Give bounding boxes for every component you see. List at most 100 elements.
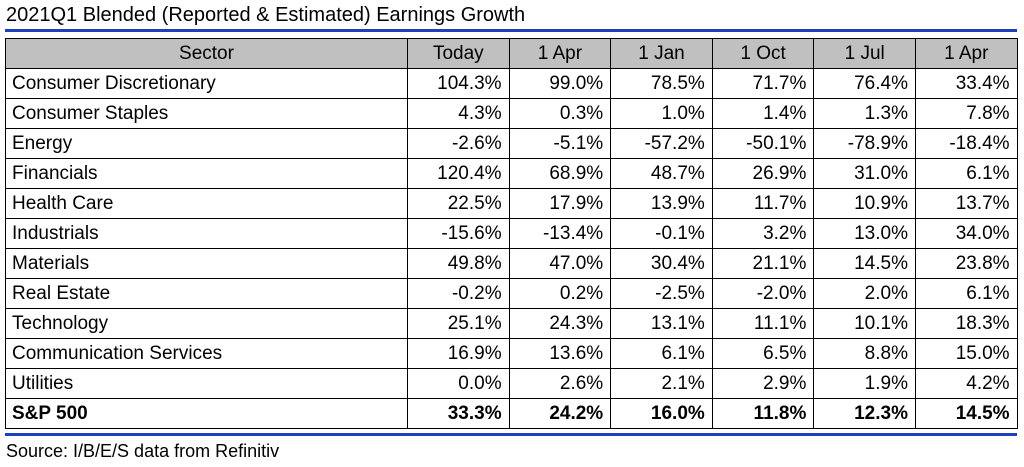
value-cell: -2.6% bbox=[407, 128, 510, 159]
value-cell: 34.0% bbox=[914, 218, 1018, 249]
value-cell: 13.7% bbox=[914, 188, 1018, 219]
column-header-1-jan: 1 Jan bbox=[610, 38, 713, 69]
table-title: 2021Q1 Blended (Reported & Estimated) Ea… bbox=[6, 4, 526, 26]
value-cell: 13.0% bbox=[813, 218, 916, 249]
sector-cell: Technology bbox=[5, 308, 408, 339]
value-cell: -0.2% bbox=[407, 278, 510, 309]
value-cell: 14.5% bbox=[813, 248, 916, 279]
value-cell: 3.2% bbox=[711, 218, 815, 249]
value-cell: 33.3% bbox=[407, 398, 510, 429]
value-cell: 13.1% bbox=[610, 308, 713, 339]
column-header-1-jul: 1 Jul bbox=[813, 38, 916, 69]
value-cell: 76.4% bbox=[813, 68, 916, 99]
column-header-1-apr: 1 Apr bbox=[508, 38, 612, 69]
value-cell: 16.0% bbox=[610, 398, 713, 429]
value-cell: 49.8% bbox=[407, 248, 510, 279]
value-cell: -50.1% bbox=[711, 128, 815, 159]
sector-cell: Communication Services bbox=[5, 338, 408, 369]
table-row: Consumer Staples 4.3% 0.3% 1.0% 1.4% 1.3% 7.8% bbox=[5, 98, 1018, 129]
value-cell: -78.9% bbox=[813, 128, 916, 159]
value-cell: 30.4% bbox=[610, 248, 713, 279]
value-cell: 26.9% bbox=[711, 158, 815, 189]
value-cell: 24.3% bbox=[508, 308, 612, 339]
table-row: Industrials -15.6% -13.4% -0.1% 3.2% 13.0% 34.… bbox=[5, 218, 1018, 249]
value-cell: 10.1% bbox=[813, 308, 916, 339]
table-row: Real Estate -0.2% 0.2% -2.5% -2.0% 2.0% 6.1% bbox=[5, 278, 1018, 309]
total-row: S&P 500 33.3% 24.2% 16.0% 11.8% 12.3% 14.5% bbox=[5, 398, 1018, 429]
bottom-rule bbox=[5, 433, 1017, 436]
value-cell: -13.4% bbox=[508, 218, 612, 249]
value-cell: 11.7% bbox=[711, 188, 815, 219]
value-cell: 18.3% bbox=[914, 308, 1018, 339]
value-cell: -18.4% bbox=[914, 128, 1018, 159]
value-cell: 17.9% bbox=[508, 188, 612, 219]
value-cell: 104.3% bbox=[407, 68, 510, 99]
sector-cell: Consumer Staples bbox=[5, 98, 408, 129]
table-row: Financials 120.4% 68.9% 48.7% 26.9% 31.0% 6.1% bbox=[5, 158, 1018, 189]
table-row: Communication Services 16.9% 13.6% 6.1% 6.5%… bbox=[5, 338, 1018, 369]
value-cell: 23.8% bbox=[914, 248, 1018, 279]
header-row: Sector Today 1 Apr 1 Jan 1 Oct 1 Jul 1 A… bbox=[5, 38, 1018, 69]
value-cell: 14.5% bbox=[914, 398, 1018, 429]
source-note: Source: I/B/E/S data from Refinitiv bbox=[6, 441, 280, 461]
sector-cell: Health Care bbox=[5, 188, 408, 219]
value-cell: 11.1% bbox=[711, 308, 815, 339]
value-cell: 1.4% bbox=[711, 98, 815, 129]
value-cell: 25.1% bbox=[407, 308, 510, 339]
value-cell: 71.7% bbox=[711, 68, 815, 99]
value-cell: 4.2% bbox=[914, 368, 1018, 399]
value-cell: 4.3% bbox=[407, 98, 510, 129]
value-cell: 120.4% bbox=[407, 158, 510, 189]
sector-cell: Financials bbox=[5, 158, 408, 189]
value-cell: 13.9% bbox=[610, 188, 713, 219]
value-cell: -15.6% bbox=[407, 218, 510, 249]
value-cell: 78.5% bbox=[610, 68, 713, 99]
value-cell: 21.1% bbox=[711, 248, 815, 279]
value-cell: 31.0% bbox=[813, 158, 916, 189]
sector-cell: Real Estate bbox=[5, 278, 408, 309]
value-cell: 47.0% bbox=[508, 248, 612, 279]
value-cell: 68.9% bbox=[508, 158, 612, 189]
value-cell: -57.2% bbox=[610, 128, 713, 159]
value-cell: 2.0% bbox=[813, 278, 916, 309]
value-cell: 6.1% bbox=[914, 158, 1018, 189]
value-cell: 6.1% bbox=[914, 278, 1018, 309]
value-cell: 13.6% bbox=[508, 338, 612, 369]
value-cell: -0.1% bbox=[610, 218, 713, 249]
value-cell: 15.0% bbox=[914, 338, 1018, 369]
sector-cell: Energy bbox=[5, 128, 408, 159]
value-cell: 0.2% bbox=[508, 278, 612, 309]
value-cell: 1.0% bbox=[610, 98, 713, 129]
value-cell: 8.8% bbox=[813, 338, 916, 369]
value-cell: 1.3% bbox=[813, 98, 916, 129]
table-row: Energy -2.6% -5.1% -57.2% -50.1% -78.9% -18.4% bbox=[5, 128, 1018, 159]
column-header-sector: Sector bbox=[5, 38, 408, 69]
value-cell: 7.8% bbox=[914, 98, 1018, 129]
value-cell: 6.5% bbox=[711, 338, 815, 369]
value-cell: 99.0% bbox=[508, 68, 612, 99]
table-row: Materials 49.8% 47.0% 30.4% 21.1% 14.5% 23.8% bbox=[5, 248, 1018, 279]
sector-cell: Materials bbox=[5, 248, 408, 279]
value-cell: 2.6% bbox=[508, 368, 612, 399]
value-cell: 2.1% bbox=[610, 368, 713, 399]
value-cell: 6.1% bbox=[610, 338, 713, 369]
value-cell: 10.9% bbox=[813, 188, 916, 219]
top-rule bbox=[5, 29, 1017, 32]
value-cell: 0.0% bbox=[407, 368, 510, 399]
value-cell: 16.9% bbox=[407, 338, 510, 369]
earnings-growth-table: Sector Today 1 Apr 1 Jan 1 Oct 1 Jul 1 A… bbox=[5, 38, 1018, 429]
value-cell: 24.2% bbox=[508, 398, 612, 429]
table-row: Technology 25.1% 24.3% 13.1% 11.1% 10.1% 18.3% bbox=[5, 308, 1018, 339]
value-cell: 48.7% bbox=[610, 158, 713, 189]
value-cell: 2.9% bbox=[711, 368, 815, 399]
table-row: Consumer Discretionary 104.3% 99.0% 78.5% 71… bbox=[5, 68, 1018, 99]
value-cell: 11.8% bbox=[711, 398, 815, 429]
sector-cell: Industrials bbox=[5, 218, 408, 249]
table-row: Health Care 22.5% 17.9% 13.9% 11.7% 10.9% 13.7… bbox=[5, 188, 1018, 219]
value-cell: -5.1% bbox=[508, 128, 612, 159]
table-body: Consumer Discretionary 104.3% 99.0% 78.5% 71… bbox=[5, 68, 1018, 429]
value-cell: 1.9% bbox=[813, 368, 916, 399]
value-cell: -2.5% bbox=[610, 278, 713, 309]
value-cell: 0.3% bbox=[508, 98, 612, 129]
sector-cell: Utilities bbox=[5, 368, 408, 399]
